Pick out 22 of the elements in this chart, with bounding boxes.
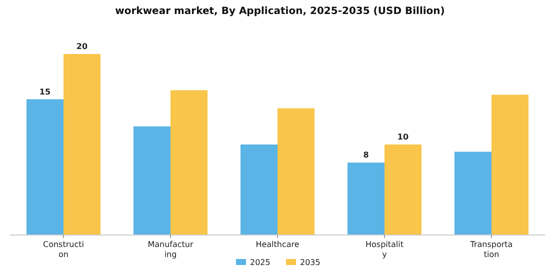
bar <box>278 108 314 235</box>
legend-label: 2025 <box>250 258 270 267</box>
chart-title: workwear market, By Application, 2025-2035 (USD Billion) <box>115 6 445 17</box>
legend-label: 2035 <box>300 258 320 267</box>
x-tick-label: Hospitality <box>366 240 404 259</box>
data-label: 8 <box>363 150 370 160</box>
x-tick-label: Healthcare <box>256 240 300 249</box>
bar <box>240 144 278 235</box>
bar <box>384 144 422 235</box>
bar <box>26 99 64 235</box>
data-label: 20 <box>76 42 88 51</box>
bar <box>170 90 208 235</box>
bar <box>134 126 170 235</box>
bar <box>492 94 528 235</box>
x-tick-label: Transportation <box>469 240 513 259</box>
data-label: 15 <box>39 87 51 96</box>
bar <box>348 162 384 235</box>
x-tick-label: Manufacturing <box>148 240 194 259</box>
x-tick-label: Construction <box>43 240 84 259</box>
bar <box>64 54 100 235</box>
bar <box>454 152 492 235</box>
data-label: 10 <box>397 132 409 142</box>
